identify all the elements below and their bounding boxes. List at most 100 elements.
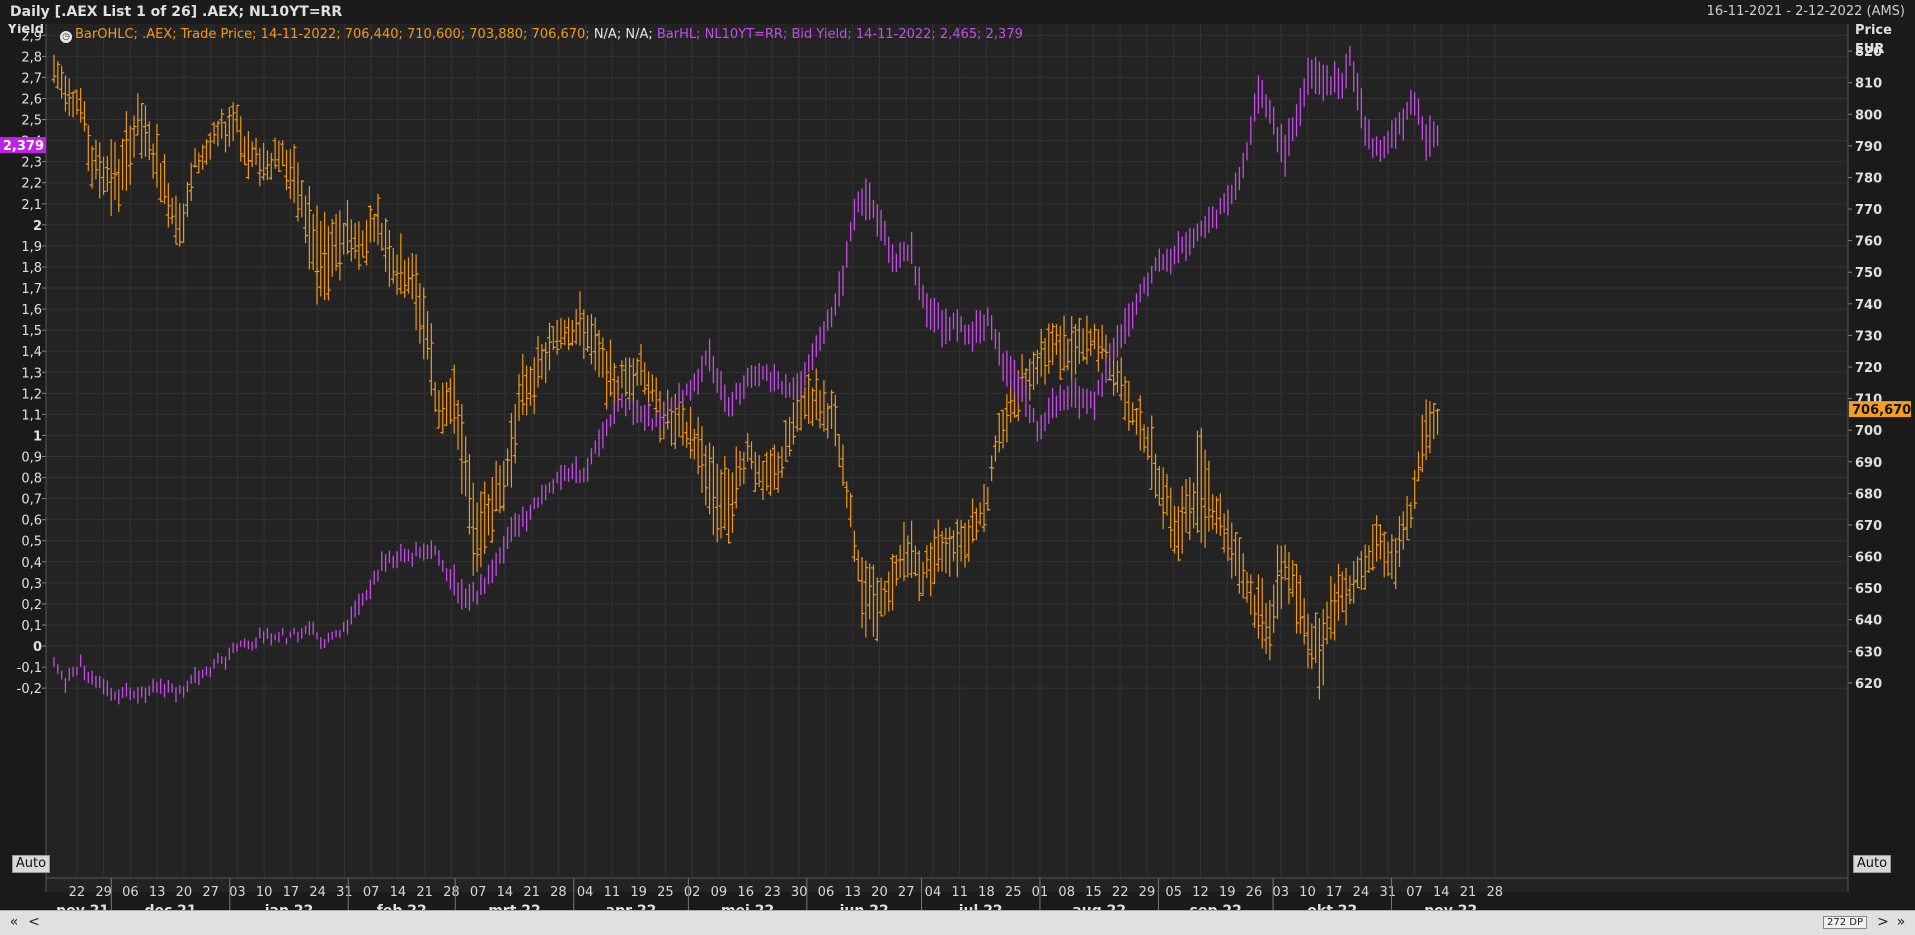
- nav-prev-button[interactable]: <: [28, 914, 40, 930]
- aex-ohlc-bar: [859, 557, 865, 629]
- aex-ohlc-bar: [989, 455, 995, 482]
- aex-ohlc-bar: [120, 138, 126, 191]
- aex-ohlc-bar: [1236, 537, 1242, 594]
- clock-icon[interactable]: ◷: [60, 31, 72, 43]
- aex-ohlc-bar: [287, 149, 293, 199]
- aex-ohlc-bar: [1233, 532, 1239, 577]
- aex-ohlc-bar: [809, 387, 815, 427]
- x-month-label: sep 22: [1190, 903, 1242, 910]
- right-tick-label: 740: [1855, 298, 1882, 313]
- aex-ohlc-bar: [215, 120, 221, 147]
- aex-ohlc-bar: [188, 162, 194, 201]
- aex-ohlc-bar: [1332, 583, 1338, 641]
- aex-ohlc-bar: [360, 230, 366, 258]
- aex-ohlc-bar: [1095, 329, 1101, 372]
- aex-ohlc-bar: [607, 339, 613, 397]
- aex-ohlc-bar: [771, 444, 777, 491]
- aex-ohlc-bar: [139, 103, 145, 159]
- x-tick-label: 28: [1486, 885, 1503, 900]
- left-tick-label: 2,9: [21, 29, 42, 44]
- aex-ohlc-bar: [386, 229, 392, 287]
- aex-ohlc-bar: [436, 389, 442, 429]
- aex-ohlc-bar: [714, 463, 720, 543]
- aex-ohlc-bar: [996, 412, 1002, 453]
- right-tick-label: 650: [1855, 582, 1882, 597]
- aex-ohlc-bar: [1092, 323, 1098, 350]
- left-tick-label: 0,6: [21, 514, 42, 529]
- legend-yield[interactable]: BarHL; NL10YT=RR; Bid Yield; 14-11-2022;…: [656, 27, 1023, 42]
- aex-ohlc-bar: [390, 247, 396, 284]
- left-axis-auto-button[interactable]: Auto: [12, 855, 50, 873]
- x-tick-label: 28: [550, 885, 567, 900]
- aex-ohlc-bar: [497, 465, 503, 514]
- aex-ohlc-bar: [1290, 559, 1296, 598]
- aex-ohlc-bar: [844, 481, 850, 509]
- x-tick-label: 20: [176, 885, 193, 900]
- aex-ohlc-bar: [600, 337, 606, 378]
- aex-ohlc-bar: [768, 449, 774, 496]
- aex-ohlc-bar: [1370, 524, 1376, 571]
- aex-ohlc-bar: [973, 507, 979, 540]
- left-tick-label: 2,5: [21, 114, 42, 129]
- aex-ohlc-bar: [836, 433, 842, 468]
- aex-ohlc-bar: [394, 254, 400, 295]
- aex-ohlc-bar: [352, 223, 358, 259]
- x-tick-label: 09: [711, 885, 728, 900]
- aex-ohlc-bar: [840, 444, 846, 486]
- left-tick-label: 2,2: [21, 177, 42, 192]
- aex-ohlc-bar: [935, 519, 941, 572]
- right-tick-label: 750: [1855, 266, 1882, 281]
- right-axis-auto-button[interactable]: Auto: [1853, 855, 1891, 873]
- aex-ohlc-bar: [1377, 523, 1383, 560]
- aex-ohlc-bar: [1294, 563, 1300, 634]
- nav-next-button[interactable]: >: [1877, 914, 1889, 930]
- right-tick-label: 660: [1855, 551, 1882, 566]
- aex-ohlc-bar: [684, 421, 690, 448]
- aex-ohlc-bar: [890, 554, 896, 611]
- legend-aex[interactable]: BarOHLC; .AEX; Trade Price; 14-11-2022; …: [75, 27, 590, 42]
- aex-ohlc-bar: [1221, 513, 1227, 553]
- x-tick-label: 05: [1165, 885, 1182, 900]
- aex-ohlc-bar: [200, 144, 206, 170]
- aex-ohlc-bar: [592, 317, 598, 371]
- nav-last-button[interactable]: »: [1896, 914, 1906, 930]
- left-tick-label: -0,2: [17, 682, 42, 697]
- x-tick-label: 13: [149, 885, 166, 900]
- left-tick-label: 2,3: [21, 156, 42, 171]
- left-tick-label: 0,4: [21, 556, 42, 571]
- x-tick-label: 24: [1353, 885, 1370, 900]
- aex-ohlc-bar: [905, 535, 911, 578]
- aex-ohlc-bar: [691, 428, 697, 460]
- aex-ohlc-bar: [1366, 545, 1372, 573]
- right-axis-unit: EUR: [1855, 42, 1884, 57]
- left-tick-label: 0,9: [21, 451, 42, 466]
- x-tick-label: 21: [523, 885, 540, 900]
- x-tick-label: 08: [1058, 885, 1075, 900]
- right-tick-label: 810: [1855, 77, 1882, 92]
- data-points-badge[interactable]: 272 DP: [1823, 916, 1867, 929]
- date-range[interactable]: 16-11-2021 - 2-12-2022 (AMS): [1706, 4, 1905, 19]
- x-tick-label: 15: [1085, 885, 1102, 900]
- x-tick-label: 04: [577, 885, 594, 900]
- x-tick-label: 11: [604, 885, 621, 900]
- x-tick-label: 23: [764, 885, 781, 900]
- aex-ohlc-bar: [1404, 495, 1410, 541]
- aex-ohlc-bar: [558, 317, 564, 349]
- aex-ohlc-bar: [489, 476, 495, 543]
- x-tick-label: 18: [978, 885, 995, 900]
- aex-ohlc-bar: [127, 125, 133, 185]
- left-tick-label: 2,8: [21, 50, 42, 65]
- aex-ohlc-bar: [520, 353, 526, 415]
- nav-first-button[interactable]: «: [9, 914, 19, 930]
- chart-canvas[interactable]: 22 29 06 13 20 27 03 10 17 24 31 07 14 21 28 07 14 21 28 04…: [0, 24, 1915, 910]
- aex-ohlc-bar: [737, 450, 743, 487]
- right-tick-label: 670: [1855, 519, 1882, 534]
- aex-ohlc-bar: [722, 456, 728, 530]
- aex-ohlc-bar: [253, 137, 259, 166]
- aex-ohlc-bar: [886, 571, 892, 612]
- aex-ohlc-bar: [181, 203, 187, 243]
- x-tick-label: 25: [1005, 885, 1022, 900]
- aex-ohlc-bar: [1347, 575, 1353, 605]
- right-tick-label: 820: [1855, 45, 1882, 60]
- aex-ohlc-bar: [242, 136, 248, 166]
